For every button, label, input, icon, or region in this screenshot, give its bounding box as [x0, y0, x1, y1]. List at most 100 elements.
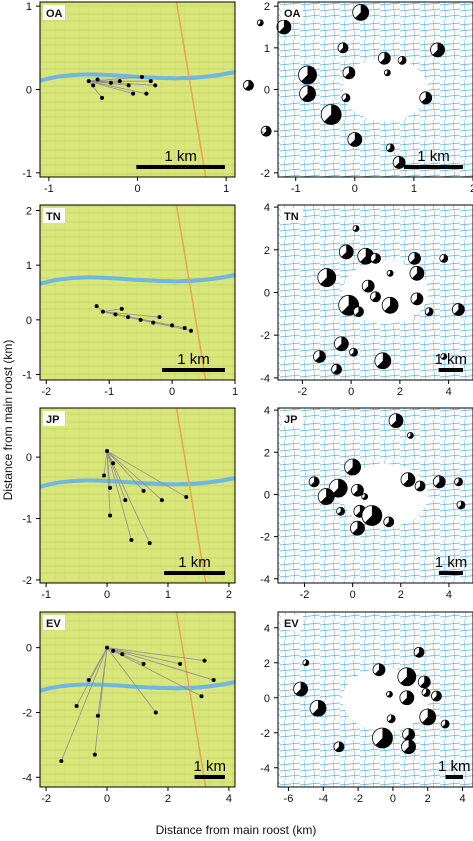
- pie-marker-slice: [426, 307, 434, 316]
- pie-marker-slice: [347, 459, 361, 476]
- tracking-point: [119, 306, 124, 311]
- y-tick-label: 4: [264, 623, 270, 635]
- road-line: [175, 1, 207, 178]
- site-label: TN: [46, 211, 61, 223]
- y-tick-label: -2: [260, 168, 270, 180]
- panel-ev-map: EV 1 km -2 0 2 4 -4 -2 0: [22, 611, 236, 805]
- track-line: [88, 80, 134, 95]
- pie-marker-slice: [440, 254, 448, 263]
- pie-marker-slice: [320, 268, 336, 287]
- site-label-box: [281, 208, 303, 223]
- pie-marker-slice: [420, 675, 431, 688]
- y-tick-label: -1: [22, 370, 32, 382]
- road-line: [175, 611, 207, 788]
- pie-marker-slice: [303, 659, 309, 666]
- track-line: [60, 647, 108, 762]
- site-label-box: [43, 208, 65, 223]
- pie-marker-slice: [441, 353, 447, 360]
- y-tick-label: 2: [264, 1, 270, 13]
- tracking-point: [131, 91, 136, 96]
- track-line: [106, 647, 181, 665]
- x-tick-label: 4: [226, 793, 232, 805]
- panel-tn-distribution: TN 1 km -2 0 2 4 -4 -2 0 2 4: [260, 202, 473, 398]
- track-line: [88, 647, 108, 681]
- track-line: [106, 450, 111, 516]
- pie-marker-slice: [324, 104, 342, 125]
- site-label: JP: [46, 414, 59, 426]
- pie-marker-slice: [375, 727, 393, 748]
- x-tick-label: -2: [41, 793, 51, 805]
- pie-marker-slice: [403, 472, 416, 487]
- x-tick-label: -2: [297, 386, 307, 398]
- pie-marker-slice: [353, 225, 360, 232]
- track-line: [106, 450, 163, 501]
- tracking-point: [105, 645, 110, 650]
- pie-marker-slice: [412, 292, 424, 305]
- pie-marker-slice: [295, 681, 308, 696]
- x-tick-label: 0: [169, 386, 175, 398]
- track-line: [106, 450, 151, 544]
- x-tick-label: 2: [470, 183, 473, 195]
- tracking-point: [100, 309, 105, 314]
- panel-frame: [277, 611, 473, 788]
- site-label-box: [281, 411, 303, 426]
- tracking-point: [211, 678, 216, 683]
- pie-marker-slice: [432, 690, 442, 701]
- tracking-point: [117, 79, 122, 84]
- pie-marker-slice: [279, 19, 292, 34]
- pie-marker-slice: [387, 143, 395, 152]
- pie-marker-slice: [337, 507, 345, 516]
- x-tick-label: 1: [232, 386, 238, 398]
- panel-background: [40, 408, 235, 583]
- track-line: [102, 308, 122, 313]
- y-tick-label: 1: [264, 43, 270, 55]
- x-tick-label: 0: [350, 589, 356, 601]
- x-tick-label: -4: [318, 793, 328, 805]
- track-line: [106, 647, 157, 713]
- pie-marker-slice: [458, 500, 466, 509]
- x-tick-label: 1: [411, 183, 417, 195]
- tracking-point: [147, 541, 152, 546]
- tracking-point: [178, 661, 183, 666]
- water-channel: [39, 680, 236, 693]
- y-tick-label: 0: [264, 85, 270, 97]
- pie-marker-slice: [364, 505, 383, 526]
- tracking-point: [153, 83, 158, 88]
- pie-marker-slice: [442, 719, 450, 728]
- scale-bar-label: 1 km: [177, 351, 210, 368]
- y-tick-label: 0: [26, 452, 32, 464]
- tracking-point: [141, 661, 146, 666]
- pie-marker-slice: [408, 432, 414, 439]
- x-tick-label: -1: [104, 386, 114, 398]
- y-tick-label: 1: [26, 1, 32, 13]
- pie-marker-slice: [401, 690, 414, 705]
- y-tick-label: -4: [260, 763, 270, 775]
- y-tick-label: 0: [264, 288, 270, 300]
- y-tick-label: 2: [264, 447, 270, 459]
- tracking-point: [153, 710, 158, 715]
- tracking-point: [129, 538, 134, 543]
- pie-marker-slice: [403, 739, 416, 754]
- site-label-box: [43, 411, 65, 426]
- tracking-point: [141, 488, 146, 493]
- tracking-point: [159, 498, 164, 503]
- pie-marker-slice: [363, 280, 375, 293]
- site-label-box: [281, 615, 303, 630]
- track-line: [106, 647, 205, 662]
- site-label-box: [43, 5, 65, 20]
- site-label: OA: [46, 8, 63, 20]
- pie-marker-slice: [391, 413, 404, 428]
- tracking-point: [111, 461, 116, 466]
- y-tick-label: -4: [260, 574, 270, 586]
- road-line: [175, 407, 207, 584]
- pie-marker-slice: [335, 741, 345, 752]
- tracking-point: [199, 694, 204, 699]
- track-line: [106, 450, 144, 492]
- pie-marker-slice: [343, 93, 351, 102]
- x-tick-label: 2: [398, 589, 404, 601]
- y-tick-label: 1: [26, 260, 32, 272]
- scale-bar-label: 1 km: [417, 148, 450, 165]
- pie-marker-slice: [312, 700, 327, 717]
- pie-marker-slice: [353, 484, 364, 497]
- x-tick-label: -2: [41, 386, 51, 398]
